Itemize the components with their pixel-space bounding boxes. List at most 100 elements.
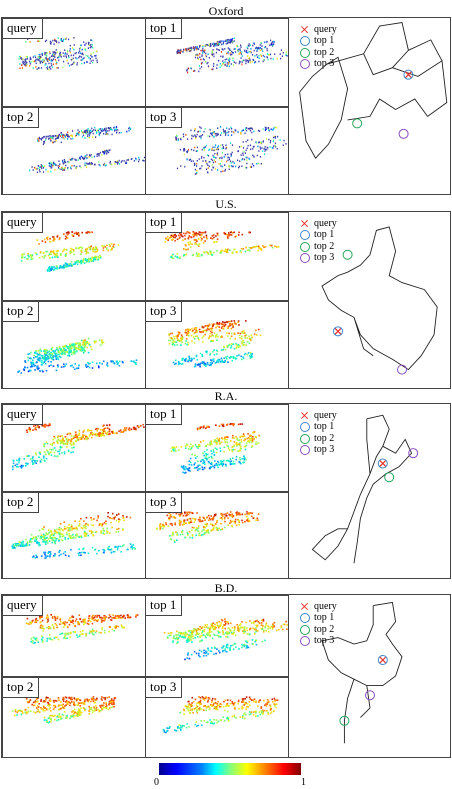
- circle-icon: [299, 253, 311, 264]
- point-cloud: [168, 320, 262, 368]
- point-cloud: [176, 37, 288, 74]
- legend-entry: top 1: [299, 612, 337, 625]
- legend-entry: query: [299, 24, 337, 36]
- tile-label: query: [3, 596, 43, 616]
- point-cloud-tile: top 1: [145, 404, 289, 492]
- top2-marker: [352, 118, 363, 129]
- legend-entry: top 1: [299, 229, 337, 242]
- cross-icon: [299, 219, 311, 229]
- top1-marker: [377, 655, 388, 665]
- legend-label: top 1: [314, 35, 335, 47]
- map-legend: query top 1 top 2 top 3: [299, 218, 337, 264]
- tile-label: query: [3, 19, 43, 39]
- point-cloud: [164, 231, 280, 260]
- top3-marker: [408, 448, 419, 459]
- tile-label: top 2: [3, 302, 40, 322]
- cross-icon: [299, 411, 311, 421]
- point-cloud: [17, 337, 138, 374]
- legend-entry: top 3: [299, 58, 337, 71]
- legend-entry: top 1: [299, 35, 337, 48]
- legend-entry: query: [299, 218, 337, 230]
- point-cloud-tile: top 2: [2, 492, 146, 578]
- legend-label: query: [314, 23, 337, 35]
- circle-icon: [299, 636, 311, 647]
- legend-label: top 1: [314, 229, 335, 241]
- point-cloud: [29, 126, 145, 174]
- tile-label: top 3: [146, 108, 183, 128]
- tile-label: top 1: [146, 19, 183, 39]
- point-cloud-tile: top 3: [145, 301, 289, 388]
- point-cloud: [175, 126, 287, 175]
- point-cloud-tile: query: [2, 212, 146, 301]
- point-cloud: [11, 512, 136, 559]
- top2-marker: [342, 249, 353, 260]
- legend-entry: top 2: [299, 433, 337, 445]
- result-panel: query top 1 top 2 top 3 query top 1 top 2 top 3: [1, 17, 451, 195]
- route-path: [321, 601, 403, 744]
- circle-icon: [299, 59, 311, 70]
- query-marker: [379, 460, 387, 467]
- circle-icon: [299, 230, 311, 241]
- legend-label: top 2: [314, 623, 335, 635]
- tile-label: top 2: [3, 493, 40, 513]
- top3-marker: [398, 128, 409, 139]
- query-marker: [379, 656, 387, 664]
- top3-marker: [397, 364, 407, 375]
- legend-entry: top 3: [299, 444, 337, 457]
- point-cloud-tile: top 2: [2, 301, 146, 388]
- trajectory-map: [321, 601, 403, 744]
- point-cloud-tile: top 3: [145, 492, 289, 578]
- point-cloud: [11, 423, 145, 471]
- circle-icon: [299, 624, 311, 635]
- legend-label: top 2: [314, 432, 335, 444]
- legend-entry: top 2: [299, 241, 337, 253]
- point-cloud: [18, 37, 98, 71]
- point-cloud-tile: top 3: [145, 107, 289, 194]
- tile-label: top 2: [3, 108, 40, 128]
- section-title: B.D.: [214, 581, 238, 595]
- query-marker: [404, 71, 412, 79]
- tile-label: top 3: [146, 493, 183, 513]
- result-panel: query top 1 top 2 top 3 query top 1 top 2 top 3: [1, 211, 451, 389]
- legend-label: top 3: [314, 444, 335, 456]
- legend-entry: top 3: [299, 252, 337, 265]
- section-title: U.S.: [215, 197, 237, 211]
- circle-icon: [299, 422, 311, 433]
- legend-entry: query: [299, 601, 337, 613]
- route-path: [321, 226, 438, 371]
- point-cloud: [163, 618, 288, 661]
- point-cloud-tile: top 1: [145, 212, 289, 301]
- point-cloud-tile: top 2: [2, 107, 146, 194]
- tile-label: top 3: [146, 302, 183, 322]
- point-cloud-tile: query: [2, 595, 146, 677]
- legend-label: top 3: [314, 252, 335, 264]
- legend-label: top 3: [314, 635, 335, 647]
- circle-icon: [299, 613, 311, 624]
- tile-label: query: [3, 405, 43, 425]
- point-cloud-tile: top 1: [145, 18, 289, 107]
- section-title: Oxford: [208, 4, 244, 18]
- section-title: R.A.: [214, 389, 238, 403]
- legend-entry: top 3: [299, 635, 337, 648]
- legend-label: top 1: [314, 421, 335, 433]
- top2-marker: [384, 472, 395, 483]
- circle-icon: [299, 445, 311, 456]
- tile-label: top 1: [146, 213, 183, 233]
- tile-label: query: [3, 213, 43, 233]
- legend-entry: top 2: [299, 47, 337, 59]
- circle-icon: [299, 36, 311, 47]
- legend-label: top 2: [314, 240, 335, 252]
- colorbar: [159, 763, 301, 775]
- colorbar-max-label: 1: [301, 777, 306, 788]
- point-cloud-tile: query: [2, 404, 146, 492]
- point-cloud-tile: top 2: [2, 677, 146, 757]
- map-legend: query top 1 top 2 top 3: [299, 410, 337, 456]
- result-panel: query top 1 top 2 top 3 query top 1 top 2 top 3: [1, 594, 451, 758]
- point-cloud: [162, 696, 279, 734]
- result-panel: query top 1 top 2 top 3 query top 1 top 2 top 3: [1, 403, 451, 579]
- trajectory-map: [321, 226, 438, 375]
- map-legend: query top 1 top 2 top 3: [299, 24, 337, 70]
- tile-label: top 1: [146, 596, 183, 616]
- legend-entry: top 1: [299, 421, 337, 434]
- top1-marker: [333, 326, 343, 337]
